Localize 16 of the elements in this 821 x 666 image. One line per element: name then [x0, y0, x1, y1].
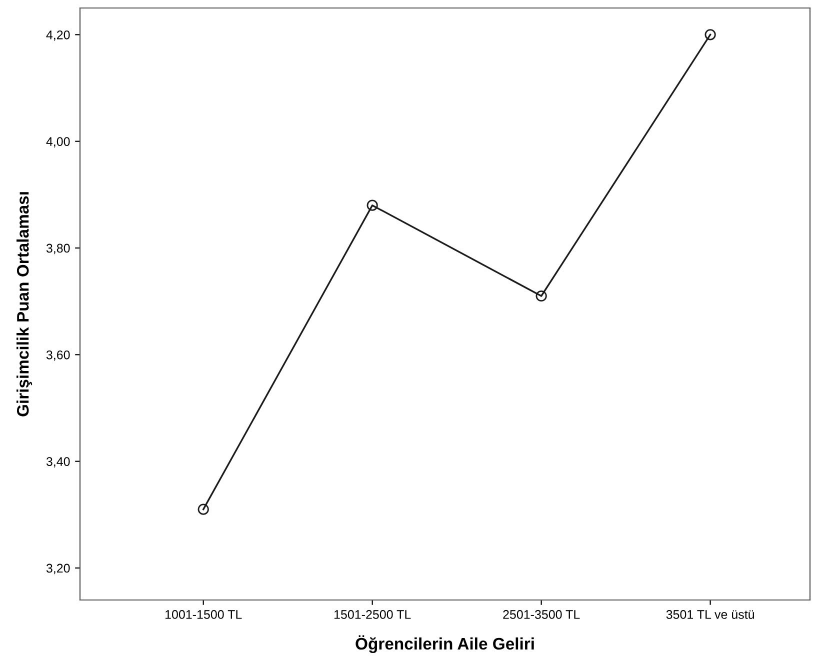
x-tick-label: 1501-2500 TL: [334, 610, 411, 619]
y-tick-label: 3,20: [46, 564, 70, 574]
y-tick-label: 3,80: [46, 244, 70, 254]
y-axis-title: Girişimcilik Puan Ortalaması: [16, 192, 32, 416]
y-tick-label: 4,20: [46, 30, 70, 41]
x-axis-title: Öğrencilerin Aile Geliri: [356, 635, 534, 654]
y-tick-label: 4,00: [46, 137, 70, 148]
y-tick-label: 3,40: [46, 457, 70, 468]
point: [704, 29, 716, 40]
x-tick-label: 1001-1500 TL: [166, 610, 242, 619]
point: [198, 504, 209, 515]
y-tick-label: 3,60: [46, 350, 70, 361]
point: [536, 290, 547, 302]
x-tick-label: 2501-3500 TL: [503, 610, 580, 619]
point: [366, 200, 378, 211]
x-tick-label: 3501 TL ve üstü: [666, 610, 754, 619]
